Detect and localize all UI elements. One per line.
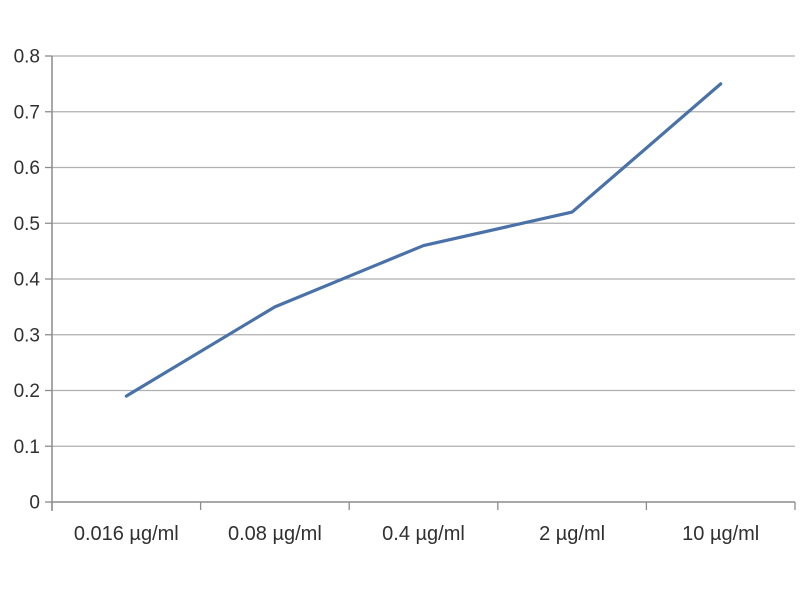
xtick-label: 0.08 µg/ml xyxy=(228,523,322,545)
ytick-label: 0.5 xyxy=(14,214,40,235)
xtick-label: 2 µg/ml xyxy=(539,523,605,545)
xtick-label: 10 µg/ml xyxy=(682,523,759,545)
ytick-label: 0.3 xyxy=(14,325,40,346)
ytick-label: 0.8 xyxy=(14,47,40,68)
ytick-label: 0.6 xyxy=(14,158,40,179)
xtick-label: 0.016 µg/ml xyxy=(74,523,179,545)
ytick-label: 0.4 xyxy=(14,270,41,291)
ytick-label: 0.1 xyxy=(14,437,40,458)
ytick-label: 0.7 xyxy=(14,102,40,123)
xtick-label: 0.4 µg/ml xyxy=(382,523,465,545)
data-series-line xyxy=(124,82,723,398)
ytick-label: 0.2 xyxy=(14,381,40,402)
ytick-label: 0 xyxy=(29,493,40,514)
